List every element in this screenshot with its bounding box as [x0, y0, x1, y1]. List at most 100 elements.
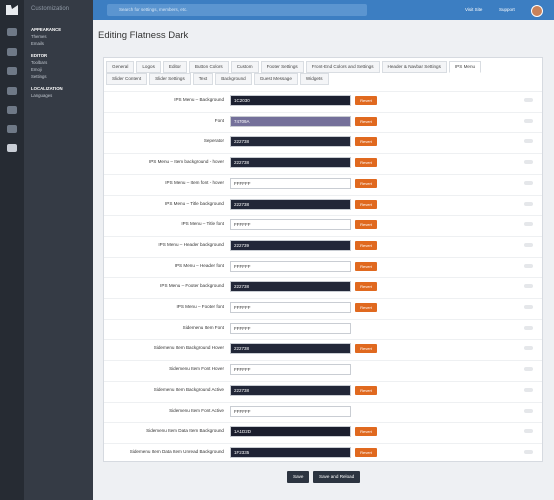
color-input[interactable]: 222738	[230, 384, 351, 396]
toggle[interactable]	[524, 346, 533, 351]
color-input[interactable]: 222738	[230, 136, 351, 148]
toggle[interactable]	[524, 367, 533, 372]
toggle[interactable]	[524, 139, 533, 144]
sidebar-link[interactable]: Themes	[31, 34, 47, 39]
nav-icon[interactable]	[7, 48, 17, 56]
tab[interactable]: Slider Settings	[149, 73, 191, 85]
main: Editing Flatness Dark General Logos Editor…	[93, 20, 554, 500]
toggle[interactable]	[524, 160, 533, 165]
nav-icon[interactable]	[7, 144, 17, 152]
revert-button[interactable]: Revert	[355, 158, 377, 168]
save-button[interactable]: Save	[287, 471, 310, 483]
tab[interactable]: IPS Menu	[448, 61, 482, 73]
color-input[interactable]: 1A1D2D	[230, 426, 351, 438]
tab[interactable]: Editor	[162, 61, 187, 73]
toggle[interactable]	[524, 387, 533, 392]
nav-icon[interactable]	[7, 87, 17, 95]
tab[interactable]: Header & Navbar Settings	[381, 61, 447, 73]
revert-button[interactable]: Revert	[355, 137, 377, 147]
toggle[interactable]	[524, 242, 533, 247]
revert-button[interactable]: Revert	[355, 427, 377, 437]
toggle[interactable]	[524, 429, 533, 434]
tab[interactable]: Custom	[230, 61, 259, 73]
toggle[interactable]	[524, 263, 533, 268]
revert-button[interactable]: Revert	[355, 344, 377, 354]
tab[interactable]: Front-End Colors and Settings	[305, 61, 380, 73]
toggle[interactable]	[524, 118, 533, 123]
revert-button[interactable]: Revert	[355, 282, 377, 292]
color-input[interactable]: 222738	[230, 281, 351, 293]
avatar[interactable]	[531, 5, 543, 17]
setting-row: IPS Menu – Item font - hover FFFFFF Revert	[104, 173, 542, 195]
color-input[interactable]: FFFFFF	[230, 260, 351, 272]
color-input[interactable]: FFFFFF	[230, 364, 351, 376]
revert-button[interactable]: Revert	[355, 96, 377, 105]
tab[interactable]: Footer Settings	[260, 61, 304, 73]
sidebar-link[interactable]: Languages	[31, 93, 53, 98]
sidebar-link[interactable]: Settings	[31, 74, 47, 79]
toggle[interactable]	[524, 180, 533, 185]
nav-icon[interactable]	[7, 28, 17, 36]
toggle[interactable]	[524, 408, 533, 413]
sidebar-heading: APPEARANCE	[31, 27, 62, 32]
page-title: Editing Flatness Dark	[98, 30, 189, 41]
tab[interactable]: Background	[215, 73, 252, 85]
revert-button[interactable]: Revert	[355, 385, 377, 395]
sidebar-link[interactable]: Emoji	[31, 67, 42, 72]
tab[interactable]: Logos	[136, 61, 161, 73]
color-input[interactable]: FFFFFF	[230, 219, 351, 231]
color-input[interactable]: FFFFFF	[230, 322, 351, 334]
color-input[interactable]: 1C2030	[230, 95, 351, 106]
support-link[interactable]: Support	[499, 7, 515, 12]
setting-row: Sidemenu Item Data Item Unread Backgroun…	[104, 442, 542, 464]
color-input[interactable]: FFFFFF	[230, 405, 351, 417]
revert-button[interactable]: Revert	[355, 220, 377, 230]
tab[interactable]: Slider Content	[106, 73, 148, 85]
tab[interactable]: Widgets	[299, 73, 329, 85]
revert-button[interactable]: Revert	[355, 116, 377, 126]
color-input[interactable]: 1F2335	[230, 446, 351, 458]
toggle[interactable]	[524, 222, 533, 227]
color-input[interactable]: 222738	[230, 343, 351, 355]
color-input[interactable]: FFFFFF	[230, 177, 351, 189]
toggle[interactable]	[524, 449, 533, 454]
setting-row: IPS Menu – Footer background 222738 Revert	[104, 277, 542, 298]
tab[interactable]: Guest Message	[253, 73, 298, 85]
setting-label: IPS Menu – Item font - hover	[165, 179, 224, 185]
save-reload-button[interactable]: Save and Reload	[313, 471, 361, 483]
color-input[interactable]: 222738	[230, 198, 351, 210]
sidebar-link[interactable]: Toolbars	[31, 60, 48, 65]
tab[interactable]: General	[106, 61, 135, 73]
revert-button[interactable]: Revert	[355, 178, 377, 188]
revert-button[interactable]: Revert	[355, 303, 377, 312]
setting-label: IPS Menu – Title background	[165, 200, 224, 206]
tab[interactable]: Button Colors	[188, 61, 229, 73]
nav-icon[interactable]	[7, 67, 17, 75]
toggle[interactable]	[524, 305, 533, 309]
search-box[interactable]: Search for settings, members, etc.	[107, 4, 367, 16]
tab[interactable]: Text	[192, 73, 214, 85]
revert-button[interactable]: Revert	[355, 240, 377, 250]
visit-site-link[interactable]: Visit Site	[465, 7, 483, 12]
setting-row: IPS Menu – Header font FFFFFF Revert	[104, 256, 542, 278]
sidebar-link[interactable]: Emails	[31, 41, 44, 46]
toggle[interactable]	[524, 201, 533, 206]
color-input[interactable]: 222738	[230, 157, 351, 169]
revert-button[interactable]: Revert	[355, 261, 377, 271]
setting-row: Sidemenu Item Font FFFFFF	[104, 318, 542, 340]
toggle[interactable]	[524, 98, 533, 102]
setting-row: Sidemenu Item Font Active FFFFFF	[104, 401, 542, 423]
nav-icon[interactable]	[7, 106, 17, 114]
nav-icon[interactable]	[7, 125, 17, 133]
revert-button[interactable]: Revert	[355, 199, 377, 209]
toggle[interactable]	[524, 284, 533, 289]
toggle[interactable]	[524, 325, 533, 330]
setting-row: Seperator 222738 Revert	[104, 132, 542, 153]
color-input[interactable]: 74709A	[230, 115, 351, 127]
revert-button[interactable]: Revert	[355, 447, 377, 457]
color-input[interactable]: FFFFFF	[230, 302, 351, 313]
setting-label: Seperator	[203, 138, 224, 144]
setting-label: Sidemenu Item Background Hover	[153, 345, 224, 351]
setting-label: Sidemenu Item Data Item Background	[146, 428, 224, 434]
color-input[interactable]: 222739	[230, 239, 351, 251]
